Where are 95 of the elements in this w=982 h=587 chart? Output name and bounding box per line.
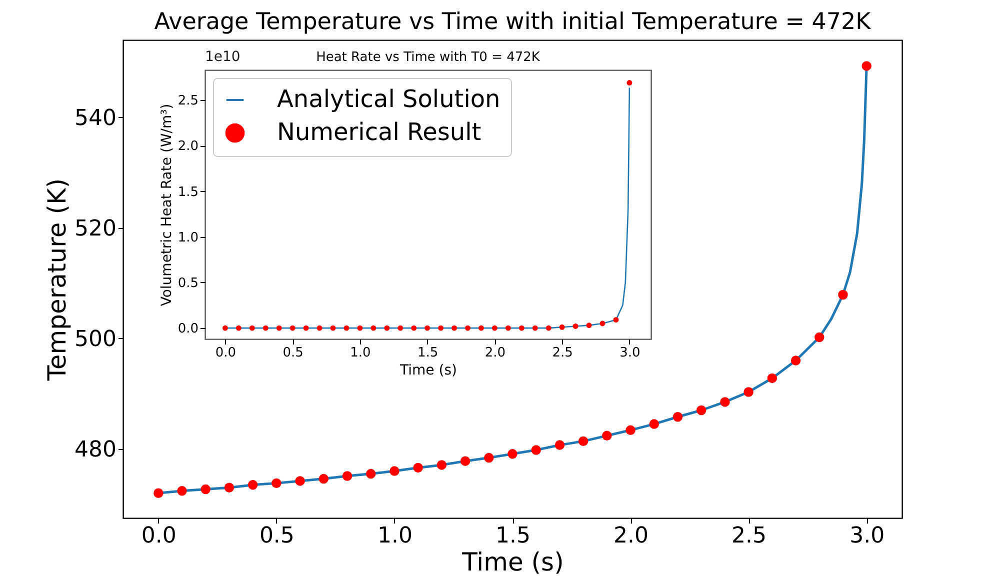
point (224, 482, 234, 492)
point (600, 320, 606, 326)
point (295, 476, 305, 486)
y-tick-label: 0.0 (178, 322, 198, 337)
legend-label: Numerical Result (277, 118, 482, 146)
point (366, 468, 376, 479)
point (177, 486, 187, 496)
point (344, 325, 350, 331)
point (398, 325, 404, 331)
point (578, 436, 588, 446)
y-tick-label: 520 (74, 216, 116, 242)
point (249, 325, 255, 331)
point (508, 449, 518, 459)
point (602, 430, 612, 441)
point (531, 445, 541, 455)
point (390, 466, 400, 476)
x-tick-label: 2.5 (732, 524, 767, 548)
point (790, 356, 801, 366)
point (276, 325, 282, 331)
point (532, 325, 538, 331)
x-tick-label: 2.0 (614, 524, 649, 548)
point (438, 325, 444, 331)
x-tick-label: 1.5 (417, 346, 438, 360)
point (330, 325, 336, 331)
x-axis-title: Time (s) (399, 362, 457, 378)
chart-title: Average Temperature vs Time with initial Temperature = 472K (154, 9, 872, 35)
legend-label: Analytical Solution (277, 85, 500, 113)
point (649, 419, 660, 429)
point (767, 373, 778, 384)
x-tick-label: 3.0 (850, 524, 885, 548)
point (554, 440, 565, 450)
y-axis-title: Temperature (K) (42, 178, 72, 382)
x-tick-label: 2.0 (484, 346, 506, 360)
y-tick-label: 2.5 (178, 94, 198, 109)
point (222, 325, 228, 331)
x-tick-label: 0.0 (215, 346, 236, 360)
y-tick-label: 480 (74, 437, 116, 462)
point (262, 325, 268, 331)
point (436, 460, 447, 470)
x-tick-label: 2.5 (552, 346, 573, 360)
point (478, 325, 484, 331)
point (586, 322, 592, 328)
point (720, 397, 730, 407)
point (357, 325, 363, 331)
point (316, 325, 322, 331)
point (572, 324, 578, 329)
point (465, 325, 470, 331)
point (626, 425, 636, 435)
y-tick-label: 1.5 (178, 184, 198, 200)
point (672, 412, 683, 422)
y-tick-label: 500 (74, 326, 116, 352)
point (384, 325, 390, 331)
point (318, 474, 329, 484)
point (370, 325, 376, 331)
point (154, 488, 164, 498)
point (505, 325, 511, 331)
point (460, 456, 470, 466)
x-tick-label: 1.0 (350, 346, 371, 360)
point (424, 325, 430, 331)
point (303, 325, 309, 331)
point (814, 332, 824, 342)
y-axis-title: Volumetric Heat Rate (W/m³) (158, 104, 175, 306)
chart-title: Heat Rate vs Time with T0 = 472K (316, 50, 540, 65)
x-tick-label: 0.0 (141, 524, 176, 548)
y-tick-label: 2.0 (178, 139, 198, 154)
annotation: 1e10 (205, 49, 240, 65)
point (838, 290, 848, 300)
point (452, 325, 458, 331)
point (413, 462, 423, 473)
point (626, 80, 632, 86)
point (559, 324, 565, 330)
y-tick-label: 540 (74, 106, 116, 131)
point (613, 317, 619, 323)
point (290, 325, 296, 331)
point (492, 325, 498, 331)
point (200, 484, 210, 494)
point (744, 387, 754, 397)
x-tick-label: 1.5 (496, 524, 530, 548)
point (236, 325, 242, 331)
point (248, 480, 258, 490)
point (546, 325, 552, 331)
point (411, 325, 417, 331)
point (342, 471, 352, 481)
x-tick-label: 0.5 (282, 346, 304, 360)
x-tick-label: 0.5 (259, 524, 294, 548)
x-tick-label: 3.0 (620, 346, 640, 360)
x-tick-label: 1.0 (377, 524, 412, 548)
point (862, 61, 872, 71)
point (696, 405, 706, 416)
point (484, 452, 494, 463)
y-tick-label: 1.0 (178, 230, 198, 246)
point (272, 478, 282, 488)
point (518, 325, 524, 331)
x-axis-title: Time (s) (461, 548, 564, 576)
y-tick-label: 0.5 (178, 276, 198, 291)
